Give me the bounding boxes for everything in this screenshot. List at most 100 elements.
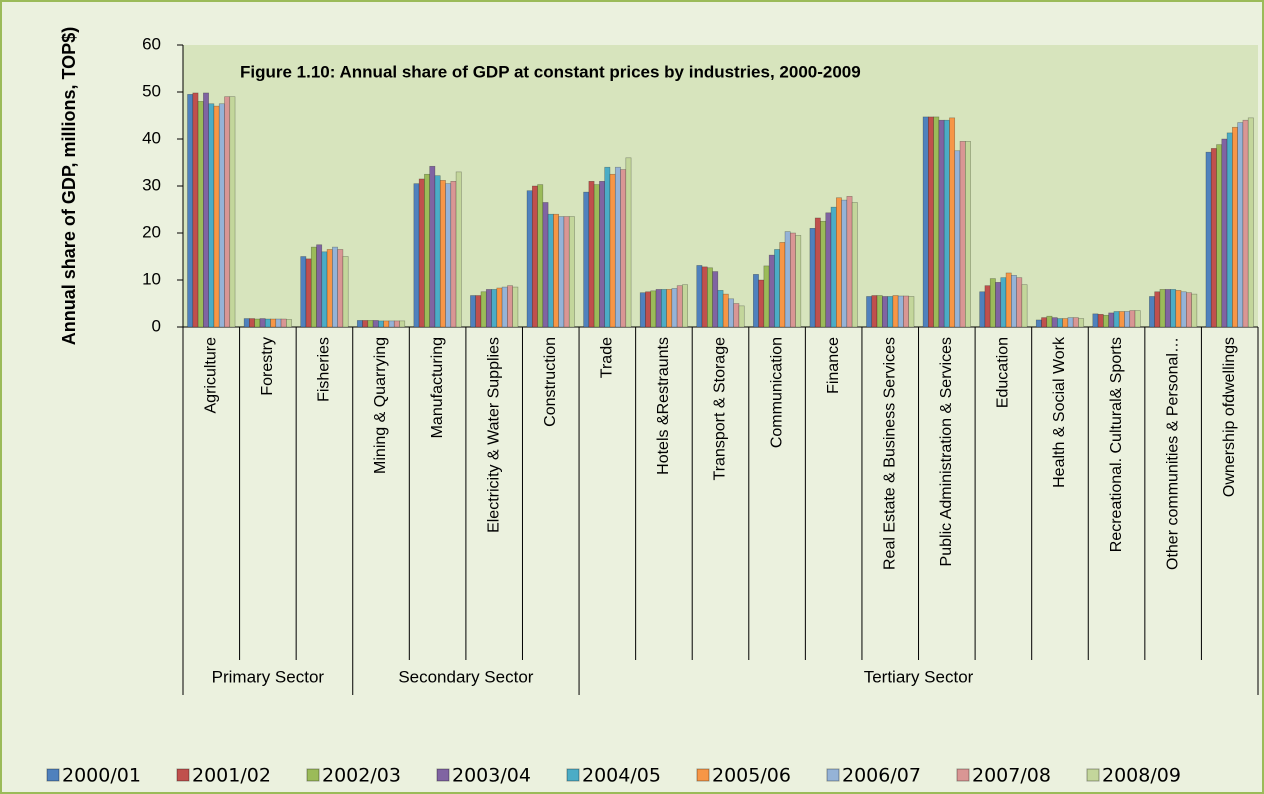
legend-label: 2005/06 [712, 765, 791, 787]
bar [1035, 319, 1042, 328]
bar [650, 290, 657, 328]
bar [362, 320, 369, 328]
x-tick-label: Forestry [259, 337, 276, 396]
bar [851, 202, 858, 328]
bar [1247, 117, 1254, 328]
bar [1134, 310, 1141, 328]
y-tick-label: 10 [142, 269, 161, 288]
bar [1062, 318, 1069, 328]
bar [501, 286, 508, 328]
legend-swatch [566, 768, 580, 782]
bar [531, 185, 538, 328]
bar [208, 103, 215, 328]
bar [270, 318, 277, 328]
bar [275, 318, 282, 328]
legend-swatch [956, 768, 970, 782]
y-tick-label: 0 [152, 316, 161, 335]
bar [439, 180, 446, 328]
bar [676, 285, 683, 328]
bar [706, 267, 713, 328]
bar [758, 279, 765, 328]
bar [614, 166, 621, 328]
bar [1046, 315, 1053, 328]
legend-label: 2000/01 [62, 765, 141, 787]
bar [1011, 274, 1017, 328]
bar [763, 265, 770, 328]
bar [588, 181, 595, 328]
bar [795, 235, 802, 328]
x-tick-label: Manufacturing [429, 337, 446, 438]
bar [1216, 144, 1223, 328]
bar [701, 266, 708, 328]
bar [604, 166, 611, 328]
bar [1154, 291, 1161, 328]
y-tick-label: 20 [142, 222, 161, 241]
group-label: Primary Sector [212, 667, 325, 686]
bar [305, 258, 312, 328]
bar [887, 296, 894, 328]
bar [892, 295, 899, 328]
bar [187, 94, 194, 328]
legend-swatch [436, 768, 450, 782]
bar [445, 183, 452, 328]
bar [310, 246, 317, 328]
bar [933, 116, 940, 328]
legend-swatch [826, 768, 840, 782]
bar [809, 228, 816, 328]
x-tick-label: Agriculture [203, 337, 220, 414]
x-tick-label: Ownership ofdwellings [1221, 337, 1238, 497]
legend-swatch [46, 768, 60, 782]
bar [1118, 311, 1125, 328]
bar [830, 206, 837, 328]
x-tick-label: Real Estate & Business Services [881, 337, 898, 570]
x-tick-label: Construction [542, 337, 559, 427]
bar [1051, 317, 1058, 328]
bar [593, 184, 600, 328]
bar [455, 171, 462, 328]
bar [722, 293, 729, 328]
bar [485, 289, 492, 328]
bar [337, 249, 344, 328]
bar [738, 305, 745, 328]
bar [218, 103, 225, 328]
bar [779, 242, 786, 328]
bar [388, 320, 395, 328]
bar [882, 296, 888, 328]
bar [753, 274, 759, 328]
bar [820, 220, 827, 328]
bar [712, 271, 719, 328]
bar [984, 285, 991, 328]
bar [645, 291, 652, 328]
bar [897, 295, 904, 328]
bar [378, 320, 384, 328]
bar [280, 318, 287, 328]
bar [717, 290, 724, 328]
bar [954, 150, 961, 328]
bar [789, 232, 796, 328]
bar [728, 298, 735, 328]
chart-title: Figure 1.10: Annual share of GDP at cons… [240, 62, 861, 81]
bar [450, 181, 457, 328]
bar [599, 181, 606, 328]
x-tick-label: Communication [768, 337, 785, 448]
bar [733, 303, 740, 328]
x-tick-label: Public Administration & Services [938, 337, 955, 566]
bar [1175, 290, 1182, 328]
y-tick-label: 40 [142, 128, 161, 147]
bar [639, 292, 646, 328]
bar [1016, 277, 1023, 328]
bar [470, 295, 477, 328]
group-label: Tertiary Sector [864, 667, 974, 686]
bar [512, 286, 519, 328]
bar [249, 318, 255, 328]
bar [393, 320, 400, 328]
bar [424, 173, 430, 328]
bar [332, 246, 338, 328]
bar [480, 291, 487, 328]
x-tick-label: Education [995, 337, 1012, 408]
legend-swatch [306, 768, 320, 782]
y-tick-label: 60 [142, 34, 161, 53]
bar [1164, 289, 1171, 328]
bar [1078, 318, 1085, 328]
bar [568, 216, 575, 328]
